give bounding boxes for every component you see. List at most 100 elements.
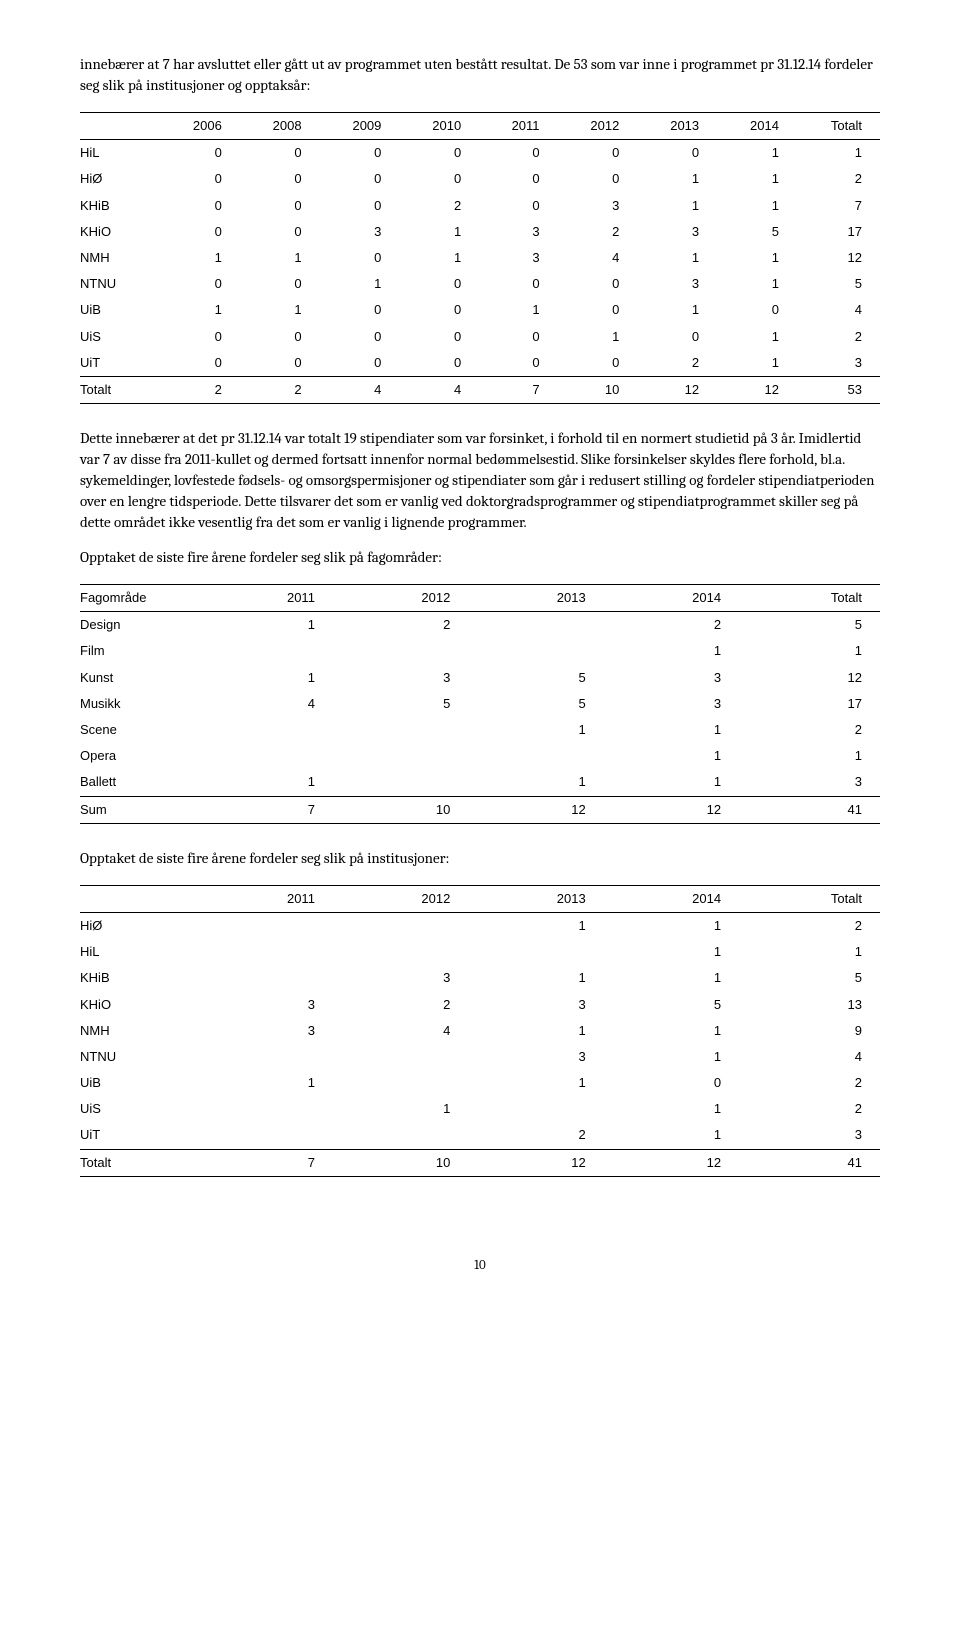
table-cell: 1 [717,324,797,350]
table-cell: 4 [558,245,638,271]
table-row: Kunst135312 [80,665,880,691]
table-cell: 1 [399,245,479,271]
table-row: Design1225 [80,612,880,639]
fagomrade-heading: Opptaket de siste fire årene fordeler se… [80,547,880,568]
column-header: 2014 [604,585,739,612]
table-cell: HiØ [80,166,160,192]
table-row: NTNU001000315 [80,271,880,297]
table-cell: 0 [479,350,557,377]
intro-paragraph: innebærer at 7 har avsluttet eller gått … [80,54,880,96]
table-cell: 7 [200,1149,333,1176]
table-cell: 1 [604,1044,739,1070]
table-cell: Opera [80,743,200,769]
table-cell: 2 [333,992,468,1018]
table-cell: 0 [160,166,240,192]
column-header: 2013 [468,885,603,912]
table-cell: 0 [320,193,400,219]
table-row: UiS112 [80,1096,880,1122]
table-cell: 2 [160,376,240,403]
table-cell: 1 [637,193,717,219]
table-cell [200,743,333,769]
table-cell: 1 [739,939,880,965]
table-cell: 1 [604,1122,739,1149]
table-cell: 2 [797,324,880,350]
table-cell: 1 [637,166,717,192]
table-cell: 2 [399,193,479,219]
table-totals-row: Totalt2244710121253 [80,376,880,403]
table-cell: 1 [468,912,603,939]
table-cell: KHiO [80,992,200,1018]
table-cell: 3 [739,1122,880,1149]
table-row: Musikk455317 [80,691,880,717]
table-cell: 1 [717,140,797,167]
table-cell: 0 [240,271,320,297]
table-cell: 5 [739,965,880,991]
table-cell: 3 [558,193,638,219]
table-cell: 3 [604,691,739,717]
table-cell: 1 [468,1070,603,1096]
table-cell: 1 [399,219,479,245]
table-cell: 3 [797,350,880,377]
table-cell: 0 [320,297,400,323]
table-cell: 1 [717,245,797,271]
table-cell: 1 [240,245,320,271]
table-cell: 53 [797,376,880,403]
table-cell: 0 [240,350,320,377]
table-cell: 3 [637,219,717,245]
table-cell: 5 [797,271,880,297]
table-cell: 4 [797,297,880,323]
table-row: HiØ000000112 [80,166,880,192]
table-cell: 0 [399,271,479,297]
table-cell: KHiB [80,965,200,991]
table-cell: KHiO [80,219,160,245]
table-cell: 0 [558,297,638,323]
table-cell: 0 [240,324,320,350]
table-cell: 0 [399,140,479,167]
table-cell: 10 [333,796,468,823]
table-cell: 12 [604,796,739,823]
table-cell: 7 [200,796,333,823]
table-cell [468,638,603,664]
table-cell: 1 [558,324,638,350]
table-cell: 0 [240,166,320,192]
table-cell: Ballett [80,769,200,796]
column-header: 2009 [320,113,400,140]
table-cell: 2 [739,1070,880,1096]
table-cell: 3 [200,1018,333,1044]
table-cell: 5 [468,691,603,717]
table-cell: 10 [333,1149,468,1176]
table-cell: 0 [558,166,638,192]
column-header: 2012 [333,585,468,612]
column-header: 2014 [717,113,797,140]
table-cell: 2 [739,717,880,743]
table-row: UiT213 [80,1122,880,1149]
table-cell: NMH [80,1018,200,1044]
table-cell: 5 [468,665,603,691]
column-header: 2008 [240,113,320,140]
table-row: Scene112 [80,717,880,743]
table-cell: 1 [604,638,739,664]
table-cell: 3 [333,665,468,691]
table-cell: 12 [739,665,880,691]
table-cell [200,912,333,939]
column-header: 2012 [558,113,638,140]
table-cell: 1 [200,1070,333,1096]
table-cell: 1 [717,271,797,297]
table-cell: 4 [200,691,333,717]
table-cell: 0 [399,350,479,377]
table-fagomrade: Fagområde2011201220132014Totalt Design12… [80,584,880,824]
table-row: UiS000001012 [80,324,880,350]
table-cell: 13 [739,992,880,1018]
column-header: 2011 [479,113,557,140]
table-cell: HiL [80,939,200,965]
table-cell: 1 [739,638,880,664]
table-cell: UiT [80,1122,200,1149]
table-row: Ballett1113 [80,769,880,796]
table-cell [333,1122,468,1149]
table-cell: 0 [479,193,557,219]
table-cell: 0 [160,271,240,297]
table-cell: 0 [320,350,400,377]
table-cell: 0 [717,297,797,323]
table-cell [200,1044,333,1070]
table-cell: 1 [797,140,880,167]
